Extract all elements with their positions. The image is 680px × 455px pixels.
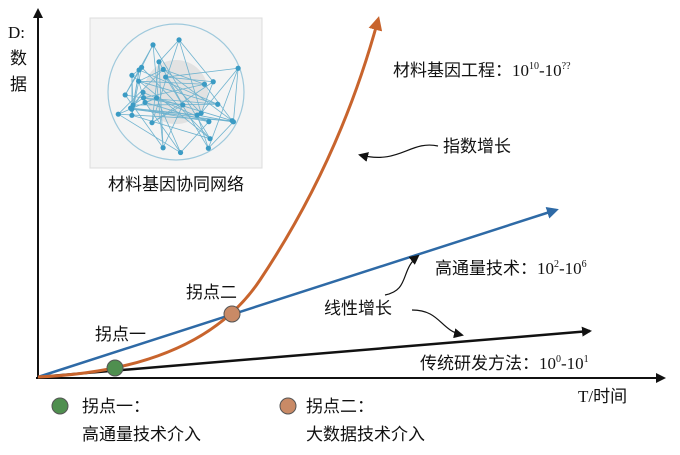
network-edge — [118, 97, 157, 115]
network-edge — [131, 114, 211, 140]
network-edge — [138, 81, 144, 98]
network-node — [201, 81, 208, 87]
network-node — [140, 89, 146, 95]
network-node — [139, 64, 145, 70]
exponential-curve — [37, 16, 383, 379]
network-edge — [118, 113, 233, 122]
network-edge — [178, 39, 214, 83]
network-image — [89, 17, 263, 169]
network-edge — [131, 75, 134, 106]
network-edge — [138, 80, 205, 85]
network-node — [230, 119, 237, 125]
network-edge — [208, 68, 239, 149]
network-node — [198, 110, 204, 116]
network-edge — [178, 39, 202, 114]
network-caption: 材料基因协同网络 — [108, 175, 244, 194]
legend-marker — [279, 397, 297, 415]
network-edge — [162, 104, 184, 148]
network-edge — [151, 61, 160, 123]
network-node — [235, 65, 241, 71]
network-node — [136, 78, 142, 84]
inflection-point — [106, 359, 124, 377]
network-edge — [200, 81, 214, 114]
y-axis-label: D: — [8, 23, 25, 42]
annotation: 线性增长 — [324, 299, 392, 318]
network-node — [205, 145, 211, 151]
network-edge — [233, 68, 239, 122]
network-edge — [156, 97, 233, 122]
network-node — [129, 106, 135, 112]
network-edge — [163, 68, 205, 85]
network-edge — [130, 107, 198, 116]
network-edge — [133, 103, 218, 106]
legend-title: 拐点一： — [82, 397, 150, 416]
network-node — [115, 111, 121, 117]
network-node — [149, 120, 155, 126]
network-edge — [165, 67, 239, 78]
network-edge — [118, 113, 181, 153]
network-node — [140, 95, 147, 101]
network-edge — [143, 83, 205, 99]
network-node — [215, 101, 221, 107]
legend-marker — [51, 397, 69, 415]
annotation-arrow — [358, 144, 439, 162]
network-node — [194, 112, 200, 118]
method-label: 高通量技术：102-106 — [435, 259, 587, 278]
annotation: 拐点二 — [186, 283, 237, 302]
network-node — [150, 42, 156, 48]
network-edge — [200, 67, 239, 114]
network-edge — [131, 74, 211, 139]
network-edge — [156, 97, 181, 153]
network-edge — [208, 121, 234, 149]
network-node — [156, 59, 162, 65]
method-label: 材料基因工程：1010-10?? — [393, 61, 571, 80]
network-node — [142, 99, 148, 106]
method-label: 传统研发方法：100-101 — [420, 354, 589, 373]
network-node — [176, 37, 182, 43]
annotation-arrow — [384, 254, 420, 296]
annotation-arrow — [411, 309, 464, 339]
inflection-point — [223, 305, 241, 323]
legend-description: 高通量技术介入 — [82, 425, 201, 444]
network-node — [122, 92, 128, 98]
network-edge — [152, 44, 211, 139]
traditional-line — [37, 326, 592, 379]
network-node — [129, 112, 135, 118]
network-edge — [132, 69, 140, 106]
network-edge — [165, 76, 214, 83]
legend-description: 大数据技术介入 — [306, 425, 425, 444]
x-axis-label: T/时间 — [578, 387, 627, 406]
high-throughput-line — [37, 207, 559, 379]
network-node — [177, 149, 184, 156]
network-node — [206, 119, 212, 125]
network-node — [163, 74, 169, 80]
network-node — [180, 102, 186, 108]
y-axis-label: 据 — [10, 75, 27, 94]
y-axis-label: 数 — [10, 49, 27, 68]
annotation: 拐点一 — [95, 325, 146, 344]
network-node — [129, 72, 135, 78]
legend-title: 拐点二： — [306, 397, 374, 416]
network-edge — [158, 39, 180, 63]
network-edge — [138, 69, 218, 105]
network-node — [210, 79, 216, 85]
network-edge — [180, 121, 210, 153]
network-node — [207, 136, 213, 142]
network-node — [160, 145, 166, 151]
network-node — [160, 66, 166, 72]
network-edge — [151, 81, 214, 124]
network-node — [130, 102, 136, 108]
network-edge — [138, 80, 218, 105]
annotation: 指数增长 — [443, 137, 511, 156]
network-node — [153, 95, 160, 101]
